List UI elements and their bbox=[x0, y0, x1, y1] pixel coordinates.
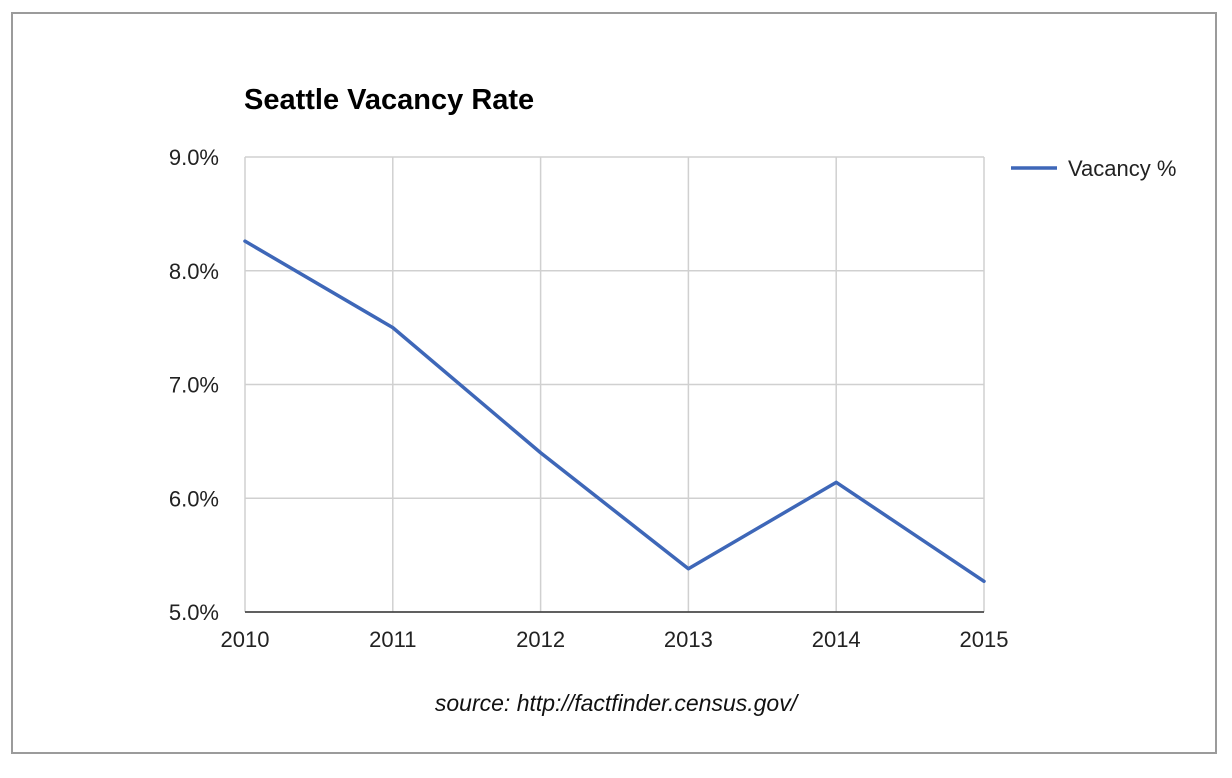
x-tick-label: 2015 bbox=[960, 627, 1009, 652]
chart-frame bbox=[11, 12, 1217, 754]
y-tick-label: 9.0% bbox=[169, 145, 219, 170]
series-layer bbox=[243, 239, 986, 584]
y-tick-label: 8.0% bbox=[169, 259, 219, 284]
series-line bbox=[243, 239, 986, 584]
x-tick-label: 2014 bbox=[812, 627, 861, 652]
legend: Vacancy % bbox=[1011, 156, 1176, 181]
y-tick-label: 7.0% bbox=[169, 373, 219, 398]
chart-title: Seattle Vacancy Rate bbox=[244, 84, 535, 116]
tick-labels: 5.0% 6.0% 7.0% 8.0% 9.0% 2010 2011 2012 2013 2014… bbox=[169, 145, 1009, 652]
x-tick-label: 2012 bbox=[516, 627, 565, 652]
grid-lines bbox=[244, 156, 985, 613]
x-tick-label: 2011 bbox=[369, 627, 416, 652]
x-tick-label: 2013 bbox=[664, 627, 713, 652]
source-note: source: http://factfinder.census.gov/ bbox=[434, 690, 798, 716]
y-tick-label: 6.0% bbox=[169, 486, 219, 511]
legend-label: Vacancy % bbox=[1068, 156, 1176, 181]
y-tick-label: 5.0% bbox=[169, 600, 219, 625]
x-tick-label: 2010 bbox=[221, 627, 270, 652]
